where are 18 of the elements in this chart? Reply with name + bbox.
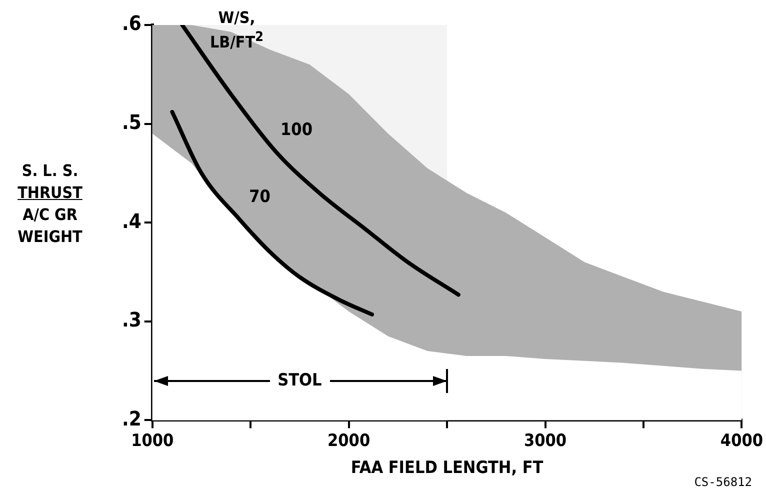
x-axis-title: FAA FIELD LENGTH, FT: [350, 458, 544, 478]
text: CS-56812: [694, 475, 752, 489]
series-label: 100: [280, 120, 312, 140]
x-tick-label: 4000: [720, 430, 764, 451]
y-tick-label: .5: [122, 110, 142, 134]
legend-title: W/S, LB/FT$^{2}$: [210, 8, 264, 52]
x-tick-label: 2000: [328, 430, 370, 451]
y-tick-label: .3: [122, 308, 142, 332]
y-axis-title: S. L. S. THRUST A/C GR WEIGHT: [16, 160, 84, 248]
y-tick-label: .2: [122, 406, 142, 430]
line-series: [170, 110, 374, 316]
y-tick-label: .4: [122, 208, 142, 233]
line-series: [180, 25, 460, 297]
y-tick-label: .6: [122, 11, 142, 36]
x-tick-label: 1000: [131, 430, 174, 451]
x-tick-label: 3000: [524, 430, 567, 451]
band-label: STOL: [278, 370, 322, 391]
series-label: 70: [249, 187, 270, 208]
